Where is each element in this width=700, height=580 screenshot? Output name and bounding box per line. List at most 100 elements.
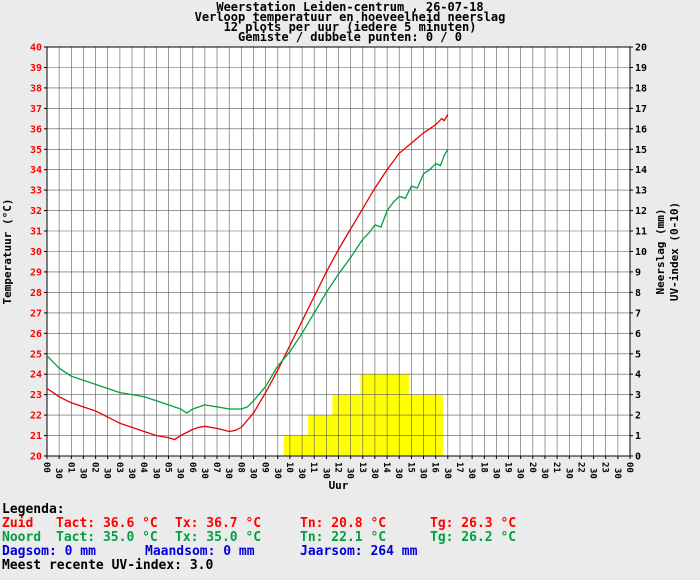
right-axis-tick-label: 6 — [635, 329, 641, 340]
right-axis-tick-label: 13 — [635, 186, 647, 197]
left-axis-tick-label: 38 — [30, 83, 42, 94]
zuid-tg-value: Tg: 26.3 °C — [430, 516, 517, 531]
rain-dagsom-value: Dagsom: 0 mm — [2, 544, 96, 559]
right-axis-tick-label: 12 — [635, 206, 647, 217]
uv-latest-value: Meest recente UV-index: 3.0 — [2, 558, 214, 573]
right-axis-tick-label: 14 — [635, 165, 647, 176]
x-axis-tick-label: 30 — [53, 468, 63, 479]
x-axis-tick-label: 30 — [345, 468, 355, 479]
x-axis-tick-label: 01 — [65, 462, 75, 473]
left-axis-tick-label: 33 — [30, 186, 42, 197]
x-axis-tick-label: 30 — [175, 468, 185, 479]
x-axis-tick-label: 30 — [442, 468, 452, 479]
right-axis-tick-label: 19 — [635, 63, 647, 74]
x-axis-tick-label: 00 — [624, 462, 634, 473]
x-axis-tick-label: 05 — [163, 462, 173, 473]
right-axis-tick-label: 10 — [635, 247, 647, 258]
rain-maandsom-value: Maandsom: 0 mm — [145, 544, 255, 559]
legend-row-neerslag: Dagsom: 0 mm Maandsom: 0 mm Jaarsom: 264… — [2, 544, 698, 559]
x-axis-tick-label: 30 — [563, 468, 573, 479]
right-axis-tick-label: 1 — [635, 431, 641, 442]
right-axis-tick-label: 11 — [635, 227, 647, 238]
left-axis-title: Temperatuur (°C) — [1, 199, 14, 305]
right-axis-tick-label: 17 — [635, 104, 647, 115]
uv-index-bar — [408, 394, 443, 456]
x-axis-tick-label: 30 — [126, 468, 136, 479]
series-line-zuid — [46, 114, 449, 441]
left-axis-tick-label: 21 — [30, 431, 42, 442]
chart-subtitle-1: Verloop temperatuur en hoeveelheid neers… — [194, 10, 506, 24]
left-axis-tick-label: 24 — [30, 370, 42, 381]
x-axis-tick-label: 30 — [466, 468, 476, 479]
x-axis-tick-label: 20 — [527, 462, 537, 473]
left-axis-tick-label: 27 — [30, 308, 42, 319]
series-label-noord: Noord — [2, 530, 42, 545]
uv-index-bar — [332, 394, 361, 456]
left-axis-tick-label: 40 — [30, 43, 42, 54]
x-axis-tick-label: 30 — [320, 468, 330, 479]
left-axis-tick-label: 22 — [30, 411, 42, 422]
right-axis-tick-label: 16 — [635, 124, 647, 135]
x-axis-tick-label: 30 — [296, 468, 306, 479]
x-axis-tick-label: 12 — [333, 462, 343, 473]
right-axis-tick-label: 2 — [635, 411, 641, 422]
x-axis-tick-label: 18 — [478, 462, 488, 473]
legend-row-uv: Meest recente UV-index: 3.0 — [2, 558, 698, 573]
left-axis-tick-label: 23 — [30, 390, 42, 401]
right-axis-tick-label: 0 — [635, 452, 641, 463]
uv-index-bar — [283, 435, 309, 456]
x-axis-tick-label: 30 — [199, 468, 209, 479]
x-axis-tick-label: 30 — [369, 468, 379, 479]
x-axis-tick-label: 06 — [187, 462, 197, 473]
right-axis-tick-label: 8 — [635, 288, 641, 299]
right-axis-tick-label: 15 — [635, 145, 647, 156]
x-axis-tick-label: 13 — [357, 462, 367, 473]
legend-row-noord: Noord Tact: 35.0 °C Tx: 35.0 °C Tn: 22.1… — [2, 530, 698, 545]
left-axis-tick-label: 29 — [30, 267, 42, 278]
left-axis-tick-label: 28 — [30, 288, 42, 299]
legend-heading-row: Legenda: — [2, 502, 698, 517]
x-axis-tick-label: 17 — [454, 462, 464, 473]
left-axis-tick-label: 26 — [30, 329, 42, 340]
chart-title: Weerstation Leiden-centrum , 26-07-18 — [216, 0, 484, 14]
x-axis-tick-label: 19 — [503, 462, 513, 473]
x-axis-tick-label: 30 — [393, 468, 403, 479]
x-axis-tick-label: 15 — [405, 462, 415, 473]
temperature-uv-chart: 4039383736353433323130292827262524232221… — [1, 43, 681, 493]
x-axis-tick-label: 30 — [272, 468, 282, 479]
rain-jaarsom-value: Jaarsom: 264 mm — [300, 544, 418, 559]
chart-subtitle-3: Gemiste / dubbele punten: 0 / 0 — [238, 30, 462, 44]
x-axis-tick-label: 30 — [248, 468, 258, 479]
x-axis-tick-label: 30 — [515, 468, 525, 479]
left-axis-tick-label: 25 — [30, 349, 42, 360]
left-axis-tick-label: 37 — [30, 104, 42, 115]
series-label-zuid: Zuid — [2, 516, 34, 531]
noord-tn-value: Tn: 22.1 °C — [300, 530, 387, 545]
legend-row-zuid: Zuid Tact: 36.6 °C Tx: 36.7 °C Tn: 20.8 … — [2, 516, 698, 531]
right-axis-tick-label: 5 — [635, 349, 641, 360]
noord-tg-value: Tg: 26.2 °C — [430, 530, 517, 545]
series-line-noord — [46, 148, 449, 414]
x-axis-tick-label: 07 — [211, 462, 221, 473]
x-axis-tick-label: 21 — [551, 462, 561, 473]
zuid-tact-value: Tact: 36.6 °C — [56, 516, 158, 531]
x-axis-tick-label: 30 — [77, 468, 87, 479]
x-axis-tick-label: 30 — [490, 468, 500, 479]
chart-subtitle-2: 12 plots per uur (iedere 5 minuten) — [223, 20, 477, 34]
x-axis-tick-label: 11 — [308, 462, 318, 473]
right-axis-title-neerslag: Neerslag (mm) — [654, 208, 667, 294]
x-axis-tick-label: 30 — [150, 468, 160, 479]
right-axis-tick-label: 3 — [635, 390, 641, 401]
left-axis-tick-label: 36 — [30, 124, 42, 135]
left-axis-tick-label: 35 — [30, 145, 42, 156]
x-axis-tick-label: 04 — [138, 462, 148, 473]
right-axis-tick-label: 7 — [635, 308, 641, 319]
x-axis-tick-label: 02 — [90, 462, 100, 473]
right-axis-tick-label: 9 — [635, 267, 641, 278]
x-axis-tick-label: 08 — [235, 462, 245, 473]
right-axis-tick-label: 20 — [635, 43, 647, 54]
x-axis-tick-label: 30 — [223, 468, 233, 479]
x-axis-tick-label: 30 — [539, 468, 549, 479]
right-axis-title-uv-index: UV-index (0-10) — [668, 202, 681, 301]
left-axis-tick-label: 39 — [30, 63, 42, 74]
